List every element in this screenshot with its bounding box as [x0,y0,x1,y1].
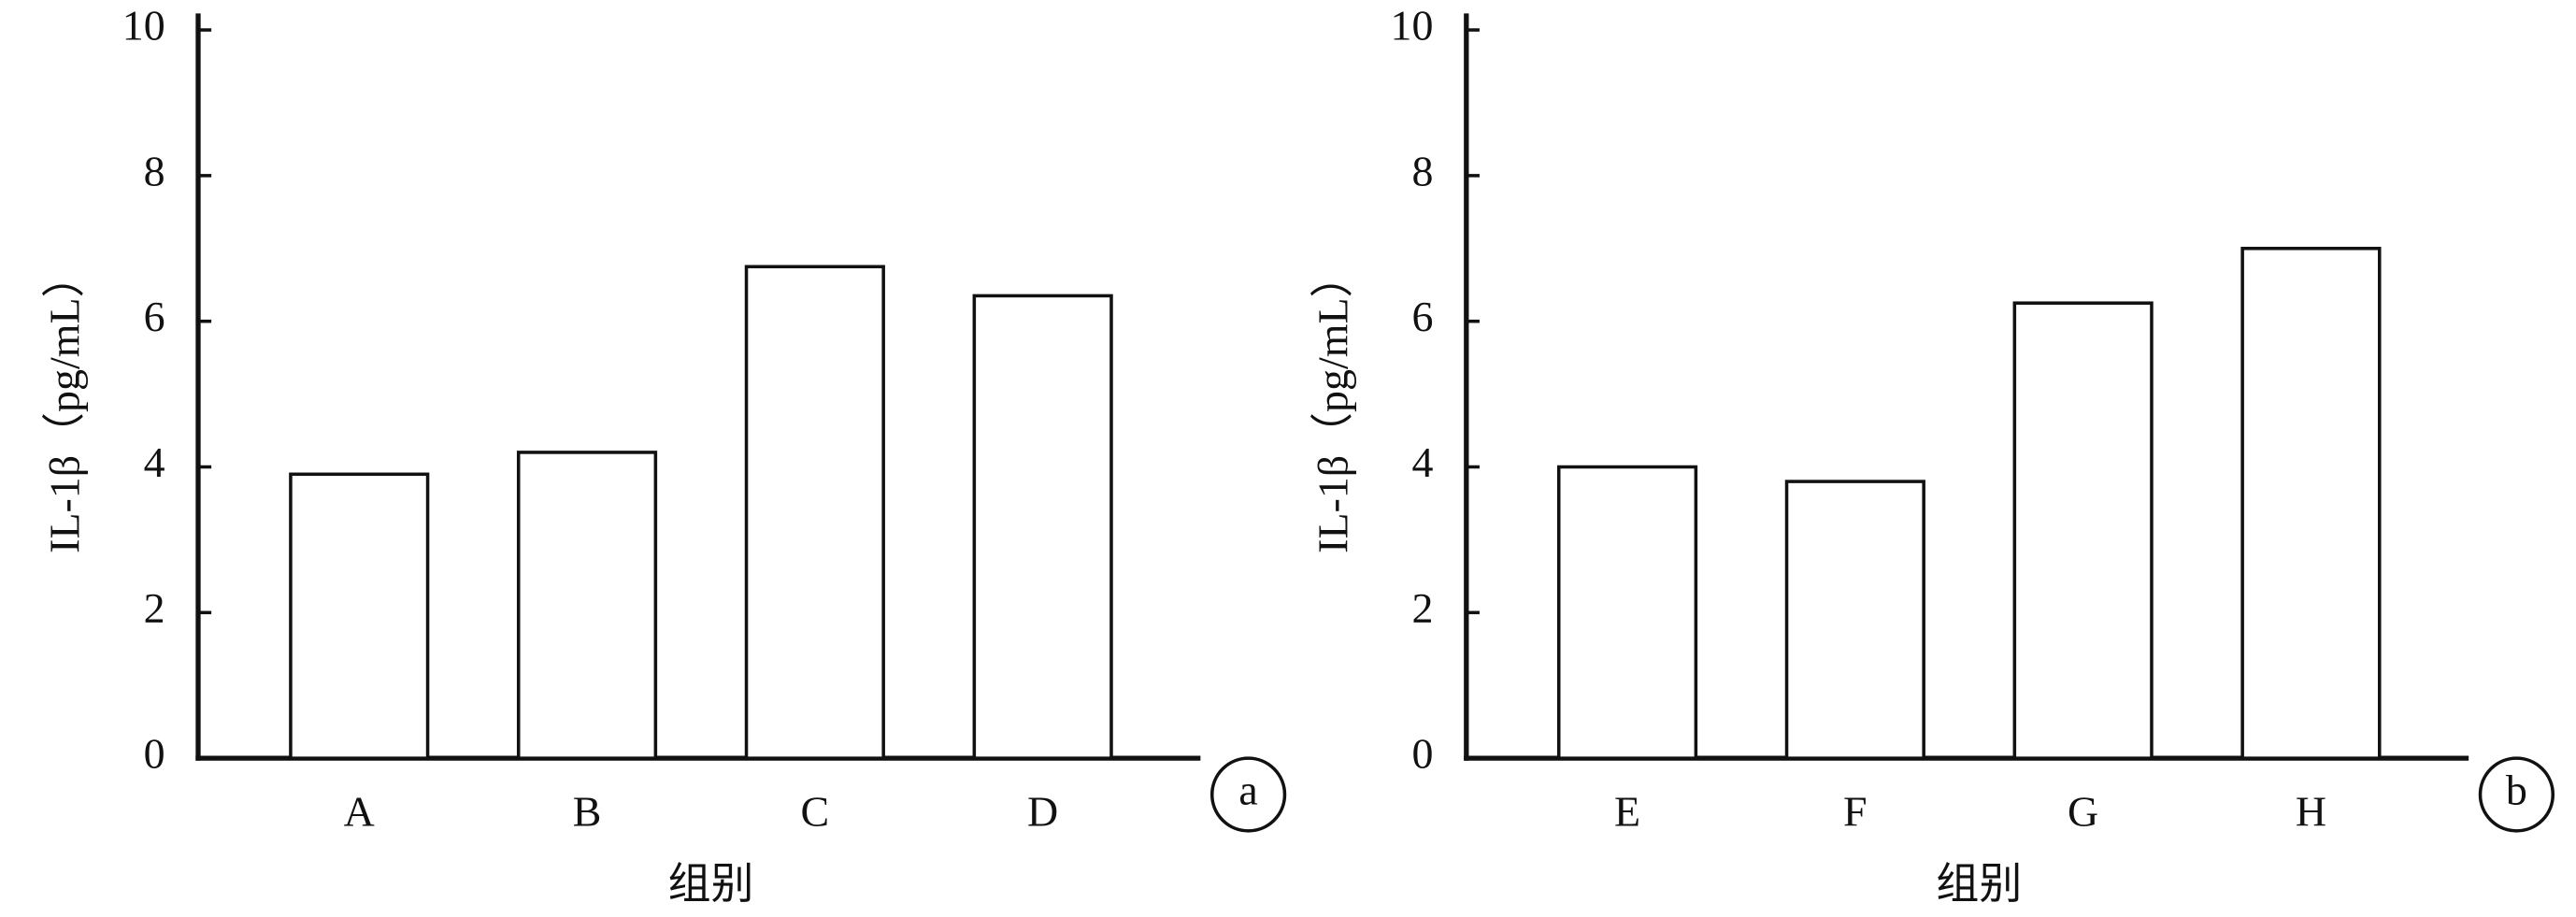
y-tick-label: 2 [144,584,165,632]
y-tick-label: 0 [144,730,165,778]
bar [2240,247,2382,760]
panel-circle [2478,756,2555,833]
x-axis-label: 组别 [1936,860,2022,908]
y-axis-label: IL-1β（pg/mL） [41,255,89,553]
bar [289,472,430,760]
y-tick-label: 4 [144,438,165,486]
x-tick-label: C [801,788,830,836]
x-tick-label: D [1027,788,1058,836]
panel-label: a [1238,767,1257,814]
x-tick-label: A [344,788,375,836]
y-tick-label: 8 [1411,147,1433,194]
x-tick-label: B [573,788,602,836]
x-tick-label: F [1843,788,1868,836]
y-axis-label: IL-1β（pg/mL） [1309,255,1357,553]
bar [972,294,1113,760]
bar [1784,480,1925,760]
y-tick-label: 2 [1411,584,1433,632]
y-tick-label: 0 [1411,730,1433,778]
x-axis-label: 组别 [668,860,754,908]
x-tick-label: G [2068,788,2098,836]
y-tick-label: 6 [1411,293,1433,340]
bar [744,265,885,760]
panel-label: b [2506,767,2527,814]
bar [516,451,658,760]
y-tick-label: 10 [122,2,165,50]
y-tick-label: 6 [144,293,165,340]
x-tick-label: H [2296,788,2326,836]
x-tick-label: E [1614,788,1640,836]
y-tick-label: 10 [1391,2,1434,50]
y-tick-label: 8 [144,147,165,194]
bar [2012,301,2154,760]
y-tick-label: 4 [1411,438,1433,486]
bar [1556,465,1698,760]
panel-circle [1209,756,1287,833]
